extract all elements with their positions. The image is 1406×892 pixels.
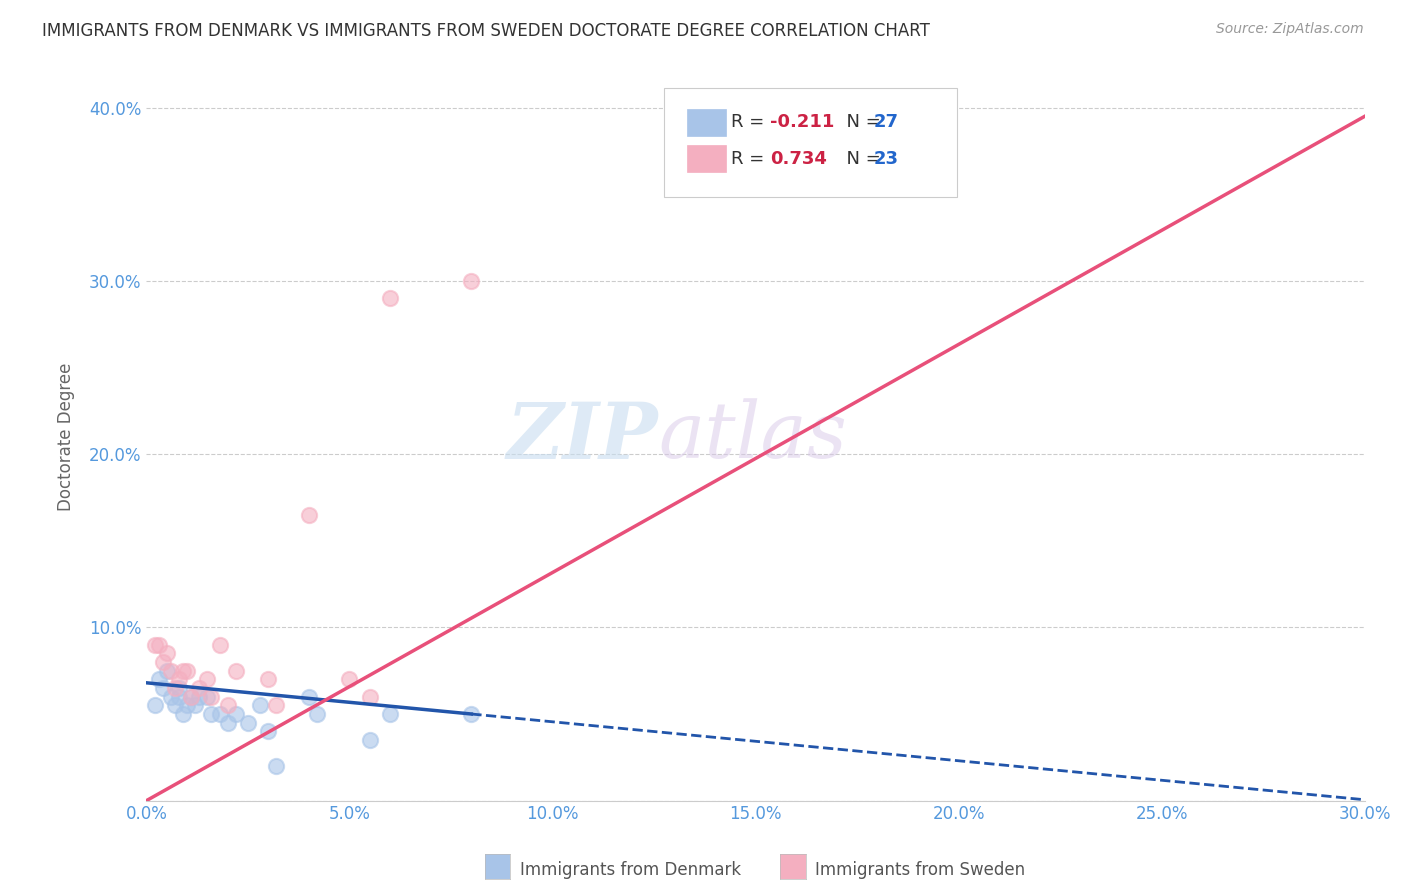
Text: R =: R = [731,113,770,131]
Point [159,664,181,678]
Point [163,681,186,695]
Point [156,664,179,678]
Point [148,638,170,652]
Point [378,706,401,721]
Point [359,733,381,747]
Text: Source: ZipAtlas.com: Source: ZipAtlas.com [1216,22,1364,37]
Point [200,706,222,721]
Point [460,274,482,288]
Point [236,715,259,730]
Point [152,681,174,695]
Point [172,664,194,678]
Text: IMMIGRANTS FROM DENMARK VS IMMIGRANTS FROM SWEDEN DOCTORATE DEGREE CORRELATION C: IMMIGRANTS FROM DENMARK VS IMMIGRANTS FR… [42,22,929,40]
Point [148,673,170,687]
FancyBboxPatch shape [688,145,727,172]
Text: 27: 27 [873,113,898,131]
Point [225,664,247,678]
Point [143,698,166,713]
Point [195,690,218,704]
Point [163,698,186,713]
Point [208,638,231,652]
FancyBboxPatch shape [688,109,727,136]
Point [249,698,271,713]
Point [266,698,288,713]
Point [167,673,190,687]
Point [143,638,166,652]
Point [339,673,361,687]
Text: N =: N = [835,150,886,168]
Point [200,690,222,704]
Text: ZIP: ZIP [506,399,658,475]
Point [195,673,218,687]
Text: 0.734: 0.734 [770,150,827,168]
Point [156,646,179,660]
Point [167,690,190,704]
Point [460,706,482,721]
Point [208,706,231,721]
Text: Immigrants from Denmark: Immigrants from Denmark [520,861,741,879]
Point [305,706,328,721]
Point [159,690,181,704]
Point [225,706,247,721]
Point [359,690,381,704]
Point [298,690,321,704]
Point [180,690,202,704]
Point [217,715,239,730]
Point [188,690,211,704]
Text: Immigrants from Sweden: Immigrants from Sweden [815,861,1025,879]
Point [172,706,194,721]
Text: 23: 23 [873,150,898,168]
Point [184,698,207,713]
FancyBboxPatch shape [664,87,956,196]
Y-axis label: Doctorate Degree: Doctorate Degree [58,363,75,511]
Point [176,698,198,713]
Point [217,698,239,713]
Point [167,681,190,695]
Point [152,655,174,669]
Point [180,690,202,704]
Text: N =: N = [835,113,886,131]
Text: atlas: atlas [658,399,846,475]
Point [188,681,211,695]
Point [298,508,321,522]
Point [257,724,280,739]
Point [257,673,280,687]
Text: -0.211: -0.211 [770,113,835,131]
Point [378,291,401,305]
Text: R =: R = [731,150,770,168]
Point [266,759,288,773]
Point [176,664,198,678]
